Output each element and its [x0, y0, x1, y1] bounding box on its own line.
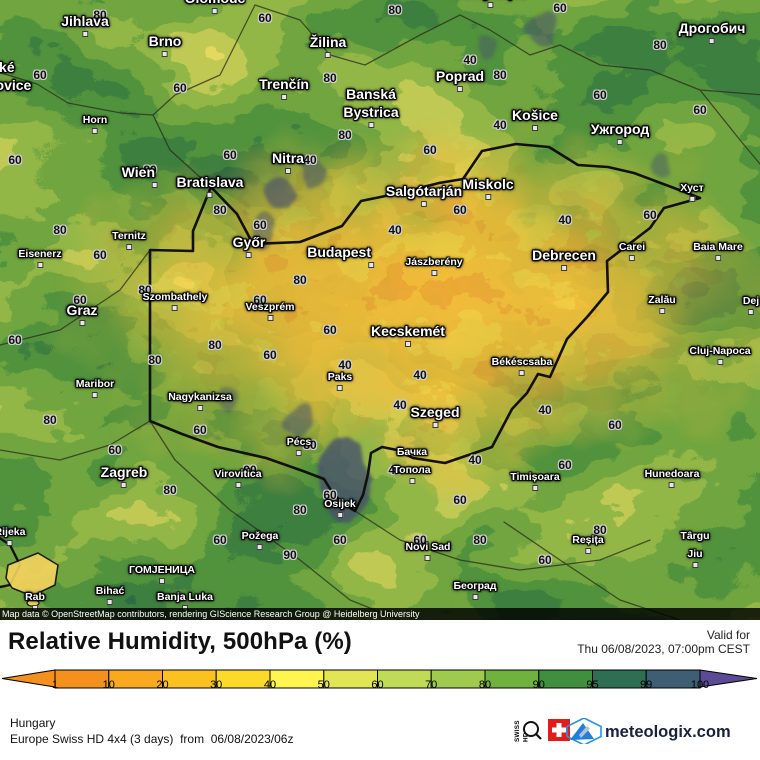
svg-text:meteologix.com: meteologix.com [605, 723, 731, 741]
svg-text:SWISS: SWISS [514, 720, 521, 742]
